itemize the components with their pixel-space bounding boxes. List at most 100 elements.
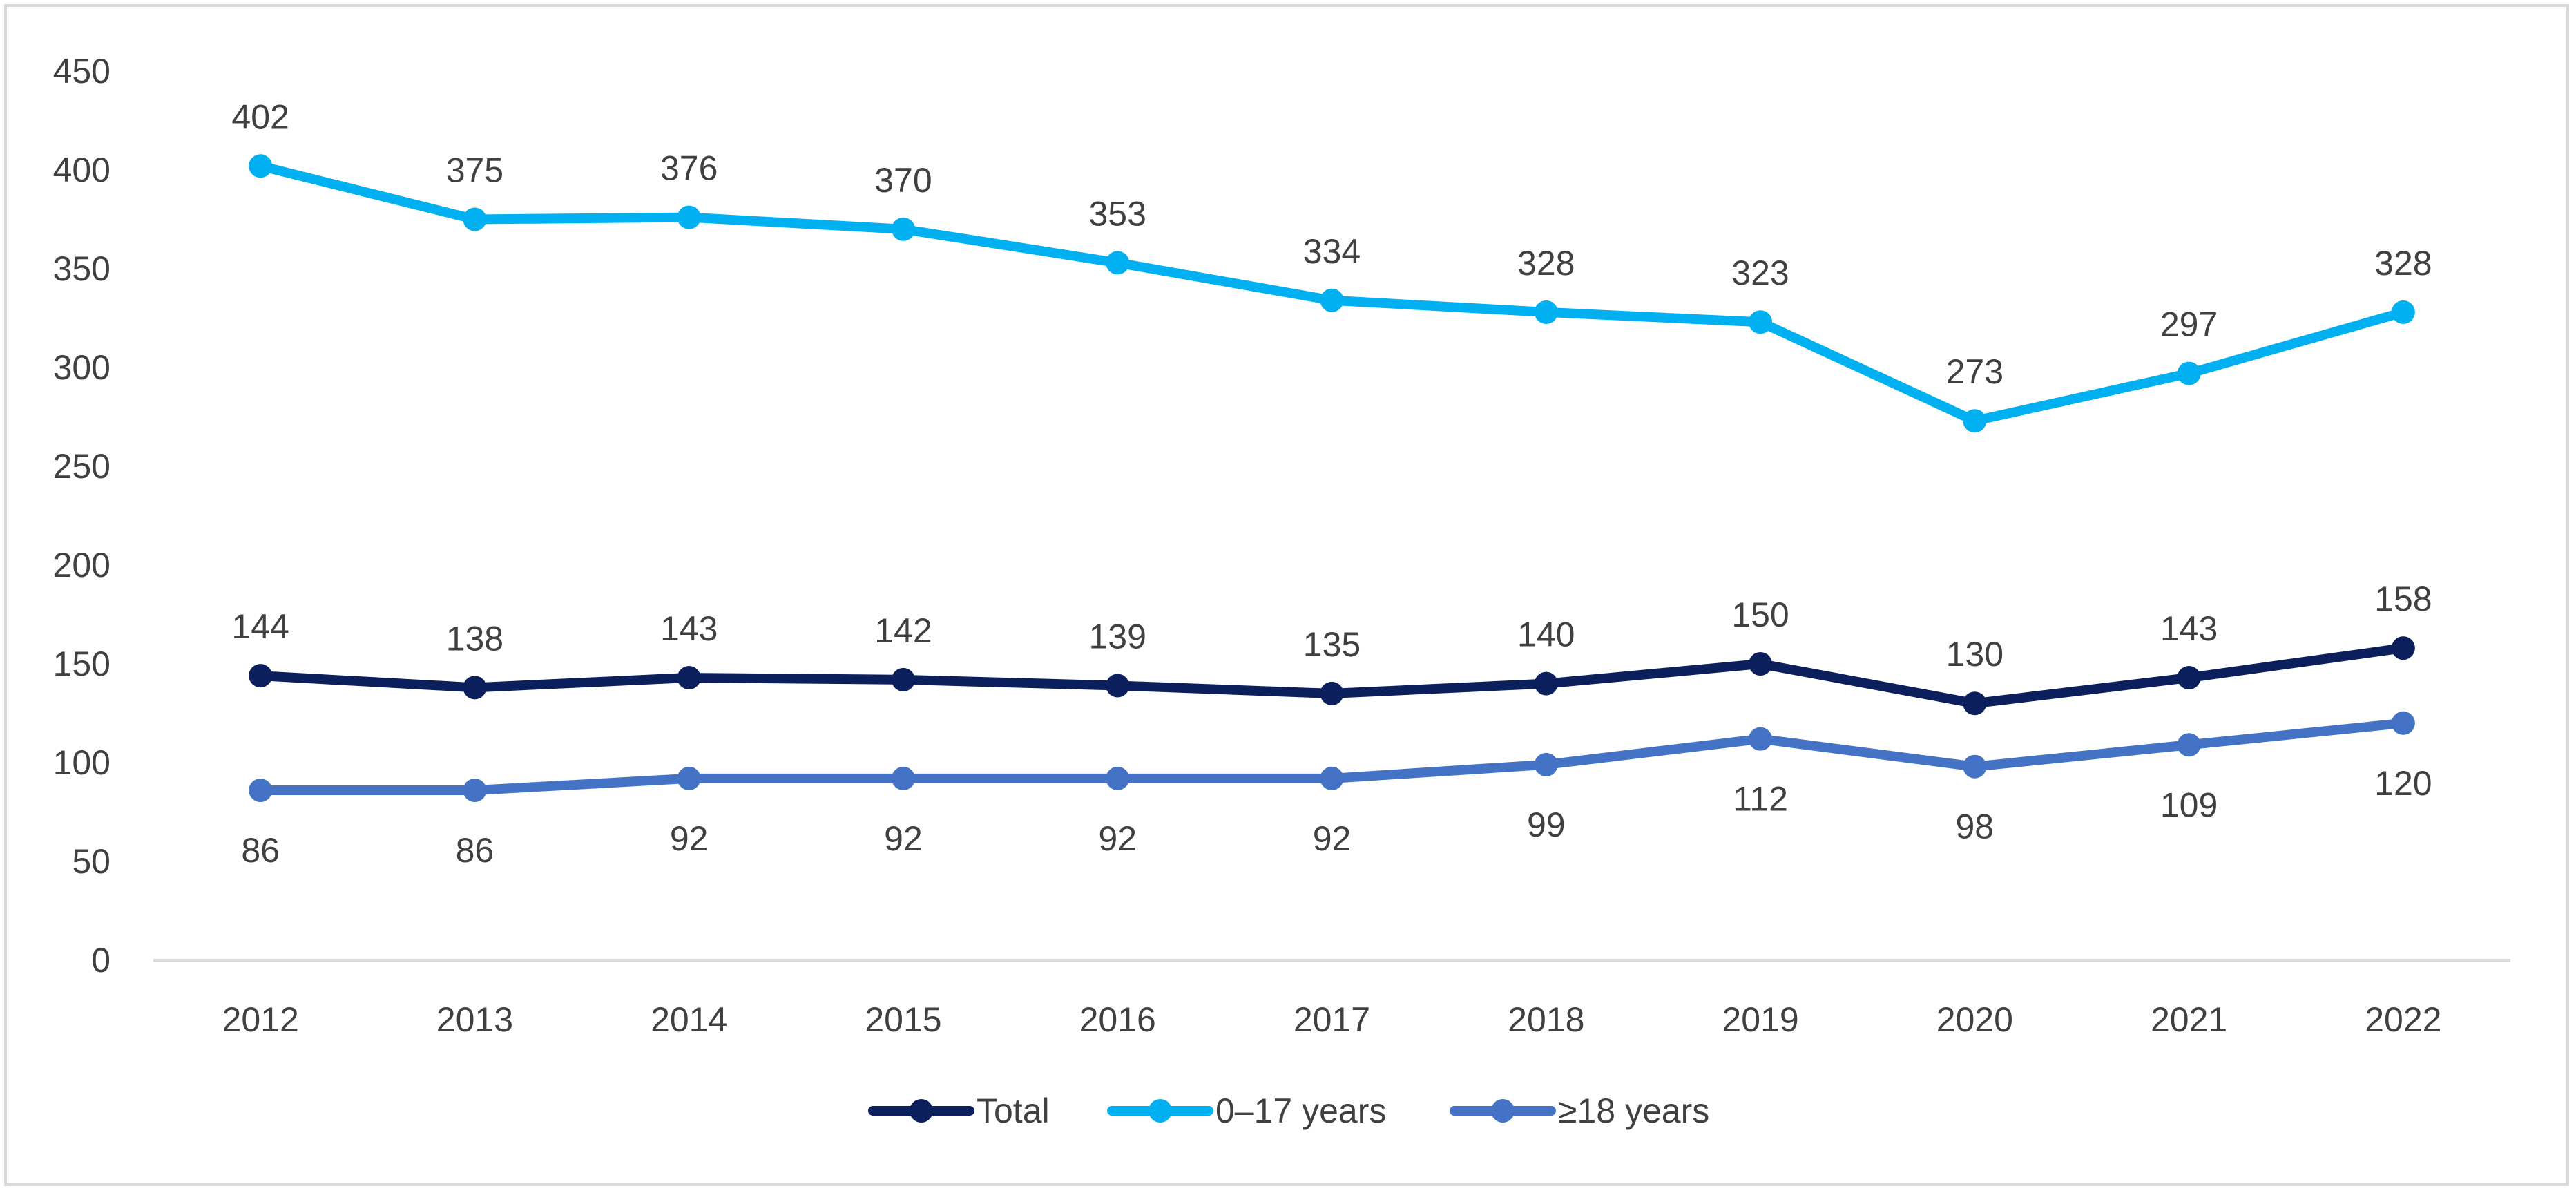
data-point — [677, 205, 701, 229]
data-point — [249, 154, 273, 178]
y-tick-label: 250 — [53, 447, 110, 486]
data-label: 92 — [884, 819, 923, 858]
data-label: 120 — [2374, 764, 2432, 803]
data-label: 92 — [1313, 819, 1352, 858]
x-tick-label: 2015 — [865, 1000, 941, 1039]
x-tick-label: 2014 — [651, 1000, 727, 1039]
data-point — [2391, 636, 2415, 660]
x-tick-label: 2012 — [222, 1000, 299, 1039]
chart-frame: 0 50 100 150 200 250 300 350 400 450 2012 2013 2014… — [4, 4, 2569, 1186]
x-tick-label: 2018 — [1508, 1000, 1584, 1039]
data-point — [463, 676, 487, 700]
data-point — [1963, 409, 1987, 433]
data-label: 150 — [1731, 595, 1789, 634]
data-point — [1963, 691, 1987, 716]
data-labels: 144 138 143 142 139 135 140 150 130 143 158 402 375 3… — [231, 97, 2432, 870]
y-tick-label: 150 — [53, 645, 110, 683]
x-tick-label: 2017 — [1294, 1000, 1370, 1039]
y-tick-label: 200 — [53, 546, 110, 584]
data-label: 353 — [1089, 194, 1146, 233]
data-label: 370 — [874, 161, 932, 200]
y-tick-label: 300 — [53, 348, 110, 387]
data-point — [463, 779, 487, 803]
y-tick-label: 450 — [53, 52, 110, 90]
y-tick-label: 0 — [91, 941, 110, 980]
data-point — [249, 664, 273, 688]
data-point — [891, 667, 915, 691]
y-tick-label: 350 — [53, 249, 110, 288]
data-label: 109 — [2160, 785, 2218, 824]
data-point — [1749, 310, 1773, 334]
data-label: 86 — [241, 831, 280, 870]
data-point — [1534, 752, 1558, 776]
y-tick-label: 400 — [53, 151, 110, 189]
data-point — [1320, 681, 1344, 705]
data-label: 143 — [660, 609, 718, 648]
data-label: 402 — [231, 97, 289, 136]
data-label: 139 — [1089, 617, 1146, 656]
data-label: 143 — [2160, 609, 2218, 648]
data-label: 273 — [1946, 352, 2003, 391]
data-point — [2177, 666, 2201, 690]
series-points — [249, 154, 2415, 803]
x-tick-label: 2019 — [1722, 1000, 1798, 1039]
data-label: 112 — [1733, 780, 1788, 819]
data-label: 144 — [231, 607, 289, 646]
data-point — [463, 207, 487, 231]
data-point — [1320, 766, 1344, 790]
data-point — [1106, 766, 1130, 790]
data-point — [1106, 674, 1130, 698]
y-tick-label: 50 — [72, 842, 110, 881]
data-label: 135 — [1303, 625, 1361, 664]
x-tick-label: 2016 — [1079, 1000, 1156, 1039]
data-point — [2391, 711, 2415, 735]
x-axis: 2012 2013 2014 2015 2016 2017 2018 2019 2020 2021… — [153, 959, 2510, 1039]
data-label: 334 — [1303, 232, 1361, 271]
data-point — [677, 666, 701, 690]
data-point — [1749, 652, 1773, 676]
data-point — [2391, 300, 2415, 324]
data-label: 328 — [1517, 244, 1575, 283]
data-label: 140 — [1517, 615, 1575, 654]
legend-swatch-marker — [1491, 1099, 1515, 1123]
x-tick-label: 2022 — [2365, 1000, 2441, 1039]
legend: Total 0–17 years ≥18 years — [868, 1091, 1709, 1130]
data-label: 158 — [2374, 580, 2432, 618]
data-label: 138 — [446, 619, 503, 658]
data-label: 99 — [1527, 805, 1566, 844]
data-label: 375 — [446, 151, 503, 190]
data-point — [249, 779, 273, 803]
data-label: 98 — [1956, 808, 1995, 846]
data-point — [1749, 727, 1773, 751]
x-tick-label: 2021 — [2151, 1000, 2227, 1039]
y-tick-label: 100 — [53, 743, 110, 782]
x-tick-label: 2020 — [1936, 1000, 2013, 1039]
legend-label: 0–17 years — [1215, 1091, 1386, 1130]
data-point — [2177, 361, 2201, 385]
data-label: 376 — [660, 149, 718, 188]
legend-label: Total — [977, 1091, 1050, 1130]
data-label: 92 — [1098, 819, 1137, 858]
data-label: 86 — [456, 831, 494, 870]
data-point — [1320, 288, 1344, 312]
data-point — [1534, 671, 1558, 696]
data-label: 323 — [1731, 254, 1789, 292]
legend-label: ≥18 years — [1558, 1091, 1709, 1130]
data-point — [677, 766, 701, 790]
data-label: 297 — [2160, 305, 2218, 344]
data-point — [891, 217, 915, 241]
data-point — [891, 766, 915, 790]
data-point — [1534, 300, 1558, 324]
data-point — [1963, 754, 1987, 779]
data-point — [2177, 733, 2201, 757]
data-label: 130 — [1946, 635, 2003, 674]
data-point — [1106, 251, 1130, 275]
line-chart: 0 50 100 150 200 250 300 350 400 450 2012 2013 2014… — [53, 52, 2510, 1130]
legend-swatch-marker — [1148, 1099, 1172, 1123]
y-axis: 0 50 100 150 200 250 300 350 400 450 — [53, 52, 110, 980]
data-label: 92 — [670, 819, 709, 858]
legend-swatch-marker — [910, 1099, 933, 1123]
x-tick-label: 2013 — [436, 1000, 513, 1039]
data-label: 142 — [874, 611, 932, 650]
data-label: 328 — [2374, 244, 2432, 283]
